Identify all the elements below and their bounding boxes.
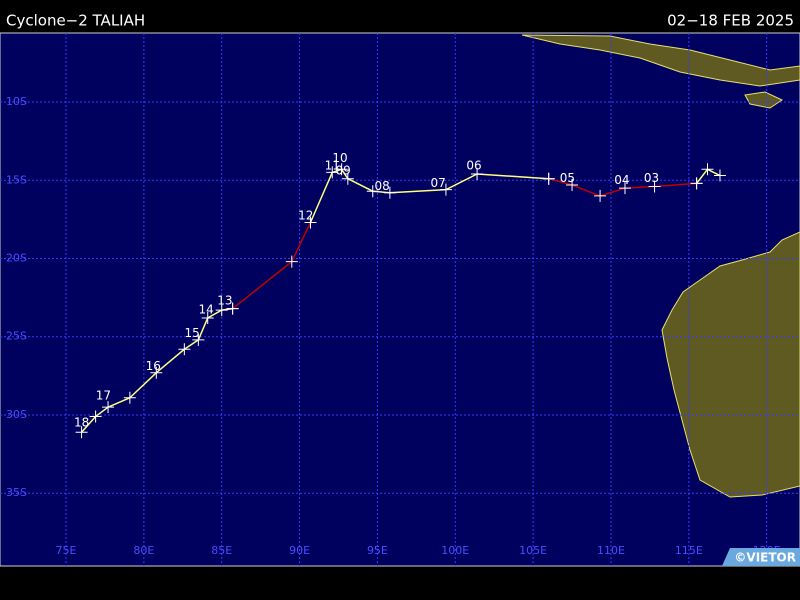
- track-point: [471, 167, 484, 180]
- track-point: [335, 163, 348, 176]
- x-tick-label: 95E: [367, 544, 388, 557]
- track-point: [701, 163, 714, 176]
- x-tick-label: 90E: [289, 544, 310, 557]
- day-label: 07: [431, 176, 446, 190]
- java: [521, 34, 800, 87]
- x-tick-label: 80E: [133, 544, 154, 557]
- x-tick-label: 75E: [56, 544, 77, 557]
- day-label: 13: [217, 293, 232, 307]
- day-label: 18: [74, 415, 89, 429]
- track-point: [123, 391, 136, 404]
- track-point: [542, 172, 555, 185]
- land: [521, 34, 800, 498]
- day-label: 11: [325, 159, 340, 173]
- australia: [661, 231, 800, 498]
- day-label: 03: [644, 171, 659, 185]
- day-label: 15: [184, 326, 199, 340]
- track-point: [304, 216, 317, 229]
- credit: ©VIETOR: [734, 551, 796, 565]
- day-label: 09: [336, 163, 351, 177]
- track-point: [150, 366, 163, 379]
- x-tick-label: 110E: [597, 544, 625, 557]
- track-point: [326, 166, 339, 179]
- y-tick-label: 15S: [6, 173, 27, 186]
- x-tick-label: 115E: [675, 544, 703, 557]
- track-point: [192, 333, 205, 346]
- track-point: [178, 343, 191, 356]
- credit-badge: [722, 548, 800, 566]
- day-label: 14: [199, 303, 214, 317]
- title: Cyclone−2 TALIAH: [6, 12, 145, 30]
- day-label: 08: [374, 179, 389, 193]
- track-point: [75, 426, 88, 439]
- y-tick-label: 30S: [6, 408, 27, 421]
- x-tick-label: 100E: [441, 544, 469, 557]
- track-point: [341, 172, 354, 185]
- track-point: [102, 401, 115, 414]
- day-label: 04: [614, 173, 629, 187]
- track-point: [594, 189, 607, 202]
- ocean: [0, 32, 800, 567]
- x-tick-label: 85E: [211, 544, 232, 557]
- grid: 75E80E85E90E95E100E105E110E115E120E10S15…: [0, 33, 800, 566]
- track-point: [285, 255, 298, 268]
- day-label: 10: [332, 151, 347, 165]
- track-point: [366, 185, 379, 198]
- track-point: [690, 177, 703, 190]
- track-point: [226, 302, 239, 315]
- y-tick-label: 20S: [6, 252, 27, 265]
- day-label: 06: [466, 159, 481, 173]
- track-point: [713, 169, 726, 182]
- day-label: 17: [96, 389, 111, 403]
- y-tick-label: 35S: [6, 486, 27, 499]
- day-label: 16: [146, 359, 161, 373]
- track-point: [566, 178, 579, 191]
- period: 02−18 FEB 2025: [667, 12, 794, 30]
- track-point: [201, 311, 214, 324]
- y-tick-label: 10S: [6, 95, 27, 108]
- track-point: [89, 410, 102, 423]
- day-label: 12: [298, 209, 313, 223]
- track-point: [215, 304, 228, 317]
- x-tick-label: 105E: [519, 544, 547, 557]
- track-segment: [548, 177, 697, 197]
- track-point: [618, 182, 631, 195]
- y-tick-label: 25S: [6, 330, 27, 343]
- track-segment: [81, 307, 233, 433]
- track-point: [648, 180, 661, 193]
- day-label: 05: [560, 171, 575, 185]
- track-point: [439, 183, 452, 196]
- track-point: [383, 186, 396, 199]
